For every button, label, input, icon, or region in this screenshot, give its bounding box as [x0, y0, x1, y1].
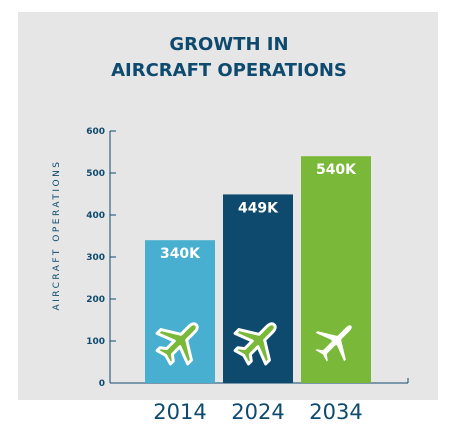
x-category-label: 2034: [309, 400, 362, 424]
chart-title: GROWTH IN AIRCRAFT OPERATIONS: [0, 32, 458, 84]
airplane-shape: [311, 322, 355, 366]
airplane-icon: [233, 322, 277, 366]
y-tick-label: 300: [86, 253, 105, 263]
x-category-label: 2014: [153, 400, 206, 424]
y-tick-label: 400: [86, 211, 105, 221]
bar: [223, 194, 293, 383]
airplane-shape: [155, 322, 199, 366]
chart-title-line-1: GROWTH IN: [169, 34, 289, 55]
y-tick-label: 600: [86, 127, 105, 137]
airplane-shape: [233, 322, 277, 366]
data-label: 449K: [238, 200, 279, 216]
y-tick-label: 100: [86, 337, 105, 347]
airplane-icon: [311, 322, 355, 366]
data-label: 340K: [160, 246, 201, 262]
y-tick-label: 500: [86, 169, 105, 179]
airplane-icon: [155, 322, 199, 366]
y-tick-label: 0: [99, 379, 105, 389]
bar: [145, 240, 215, 383]
y-tick-label: 200: [86, 295, 105, 305]
chart-title-line-2: AIRCRAFT OPERATIONS: [111, 60, 347, 81]
x-category-label: 2024: [231, 400, 284, 424]
data-label: 540K: [316, 162, 357, 178]
